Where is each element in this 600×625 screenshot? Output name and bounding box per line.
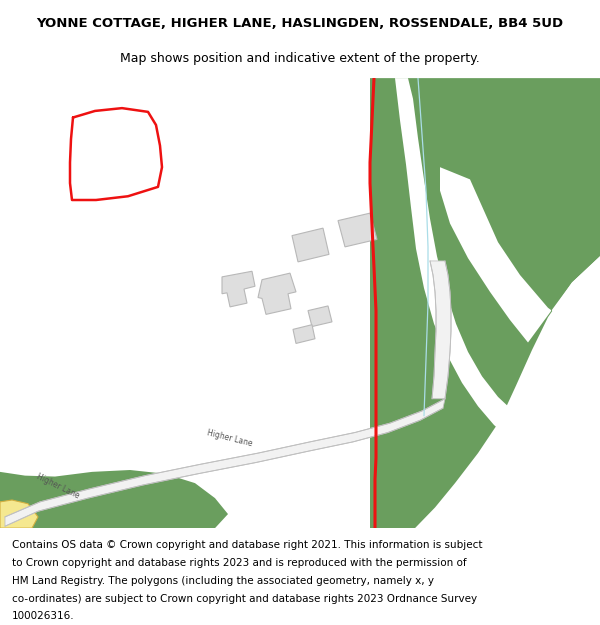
- Text: Contains OS data © Crown copyright and database right 2021. This information is : Contains OS data © Crown copyright and d…: [12, 540, 482, 550]
- Polygon shape: [430, 261, 451, 399]
- Text: 100026316.: 100026316.: [12, 611, 74, 621]
- Text: Map shows position and indicative extent of the property.: Map shows position and indicative extent…: [120, 52, 480, 65]
- Polygon shape: [5, 399, 445, 526]
- Polygon shape: [292, 228, 329, 262]
- Polygon shape: [0, 500, 38, 528]
- Polygon shape: [370, 78, 600, 528]
- Polygon shape: [0, 470, 228, 528]
- Polygon shape: [338, 213, 377, 247]
- Polygon shape: [440, 167, 600, 342]
- Polygon shape: [258, 273, 296, 314]
- Text: co-ordinates) are subject to Crown copyright and database rights 2023 Ordnance S: co-ordinates) are subject to Crown copyr…: [12, 594, 477, 604]
- Text: Higher Lane: Higher Lane: [35, 471, 81, 500]
- Polygon shape: [293, 325, 315, 344]
- Polygon shape: [308, 306, 332, 326]
- Polygon shape: [373, 78, 600, 448]
- Text: to Crown copyright and database rights 2023 and is reproduced with the permissio: to Crown copyright and database rights 2…: [12, 558, 467, 568]
- Text: Higher Lane: Higher Lane: [206, 429, 254, 449]
- Text: HM Land Registry. The polygons (including the associated geometry, namely x, y: HM Land Registry. The polygons (includin…: [12, 576, 434, 586]
- Text: YONNE COTTAGE, HIGHER LANE, HASLINGDEN, ROSSENDALE, BB4 5UD: YONNE COTTAGE, HIGHER LANE, HASLINGDEN, …: [37, 17, 563, 30]
- Polygon shape: [222, 271, 255, 307]
